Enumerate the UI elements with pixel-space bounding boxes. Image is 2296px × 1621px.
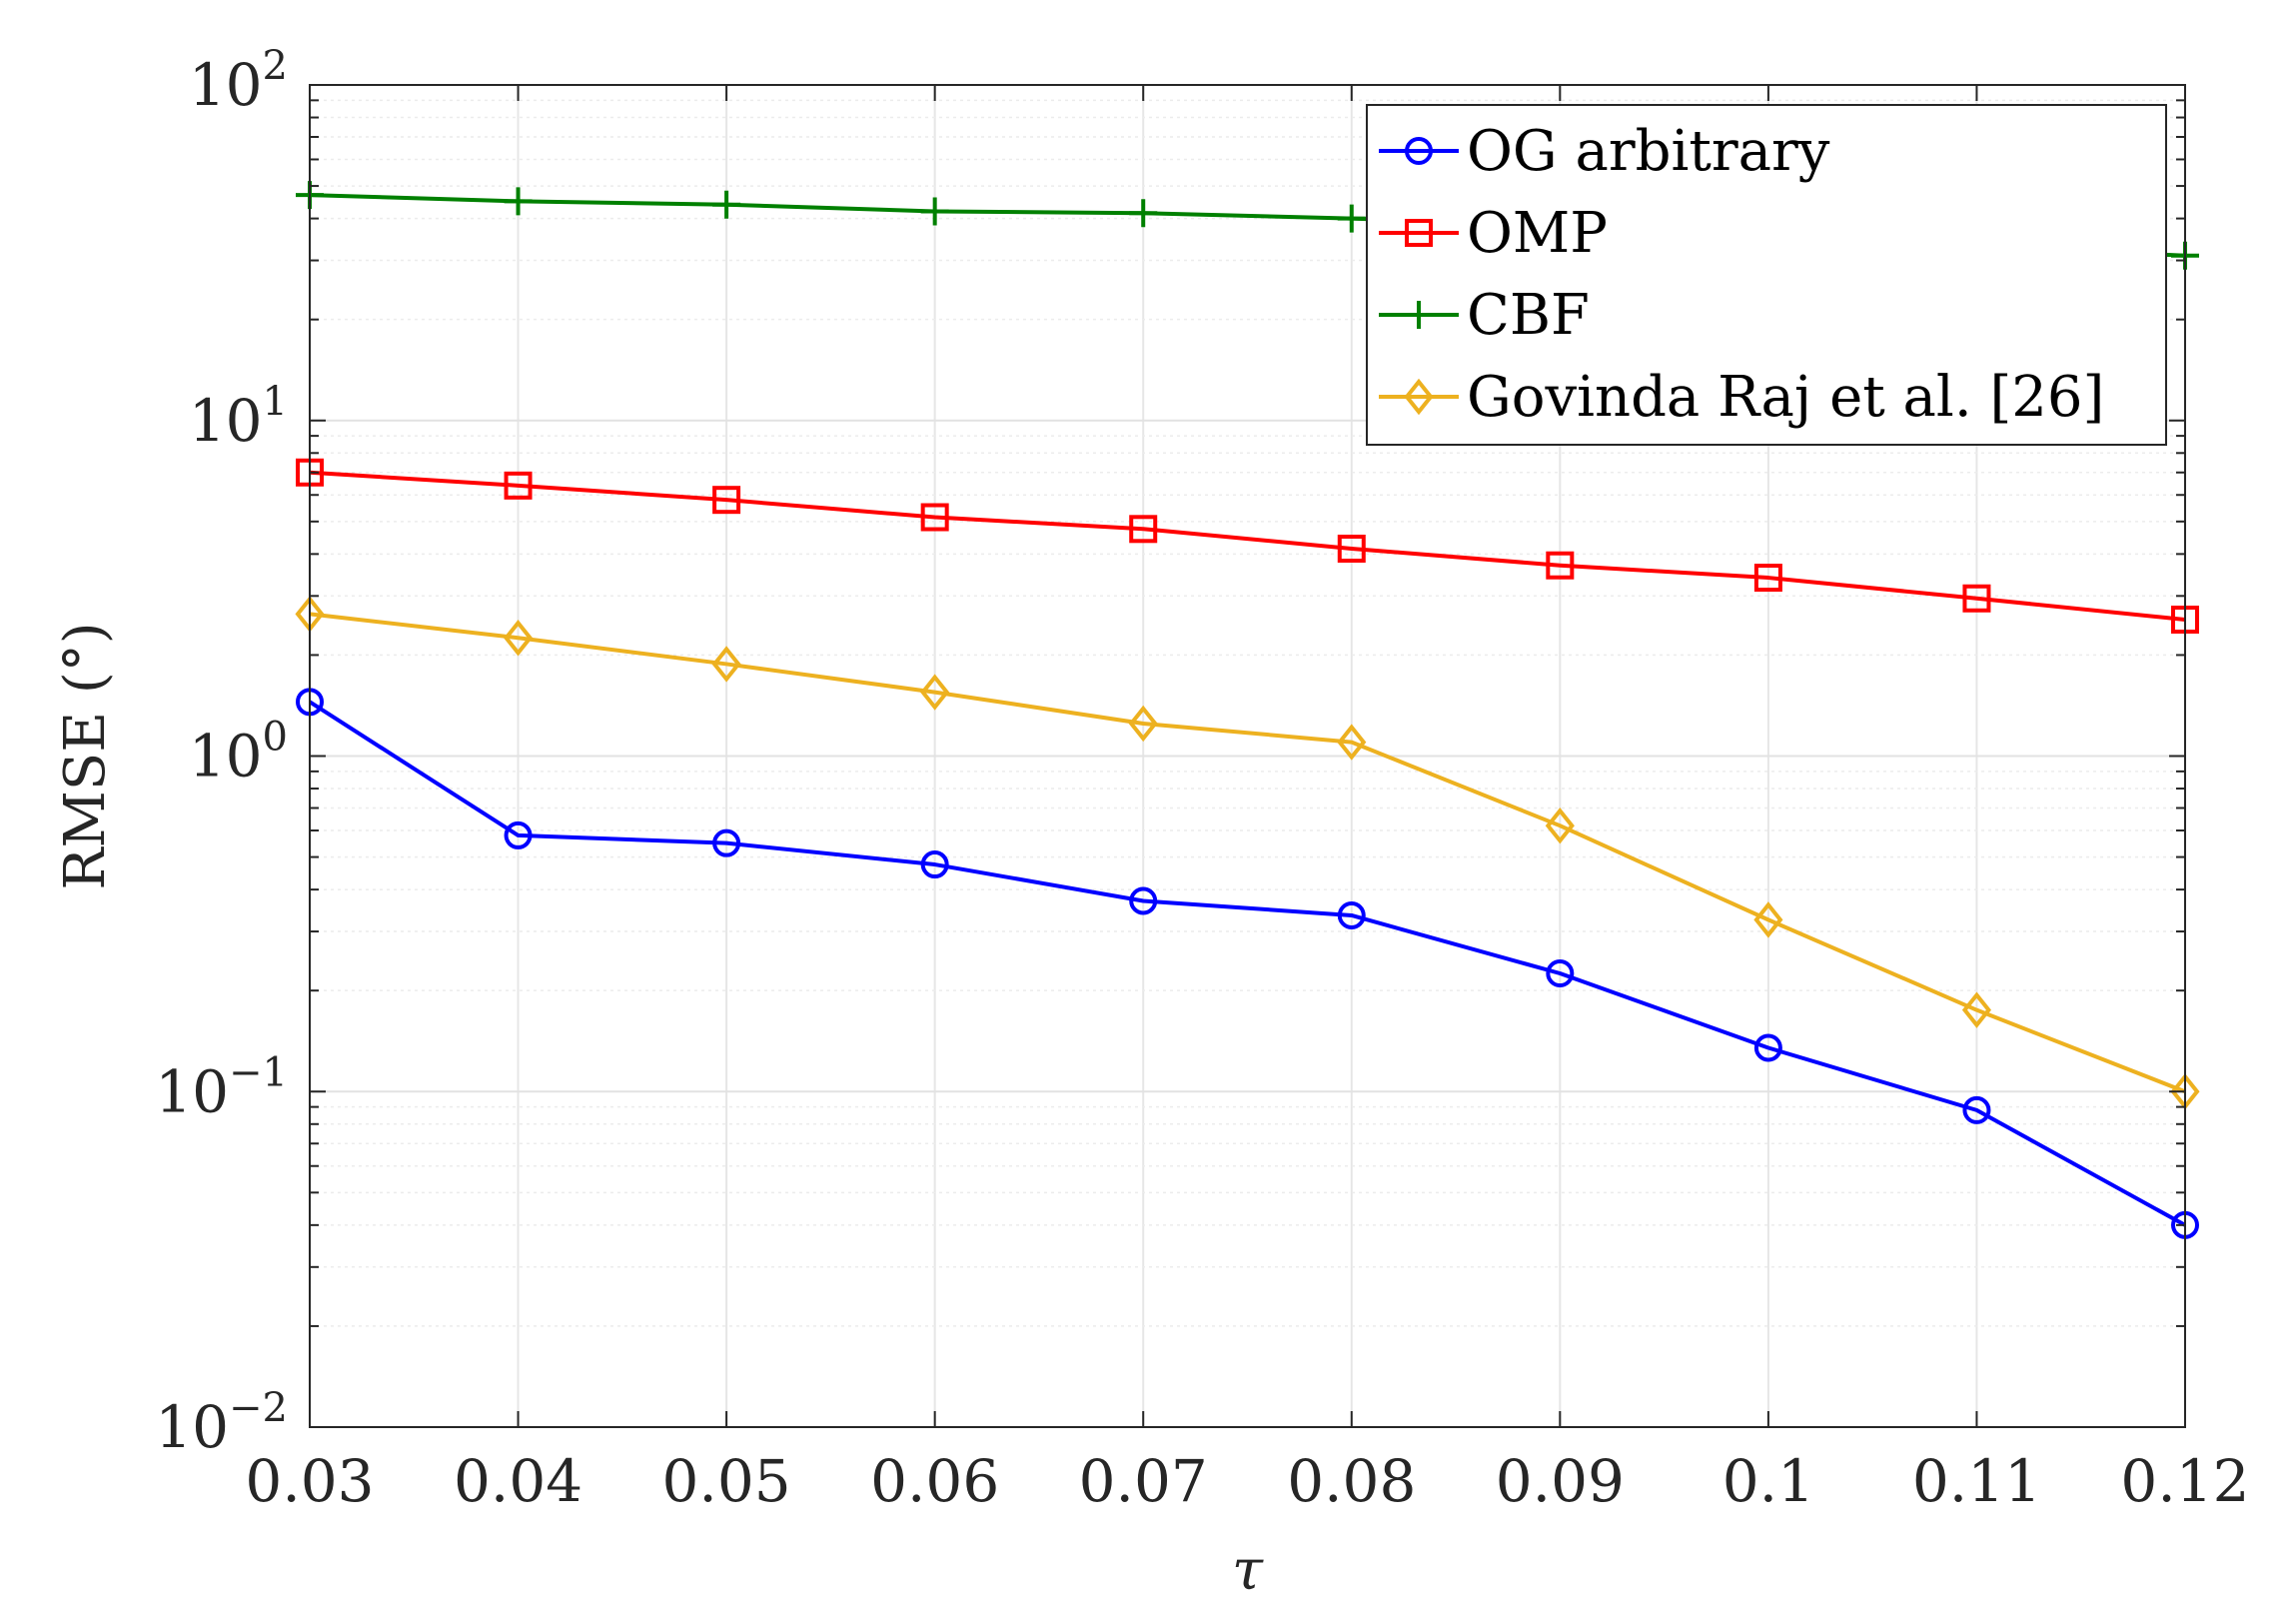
legend-box: [1366, 104, 2167, 446]
x-tick-label-1: 0.04: [454, 1447, 582, 1515]
series-3-point-2: [711, 646, 741, 683]
series-0-point-6: [1546, 959, 1575, 988]
x-tick-labels: 0.03 0.04 0.05 0.06 0.07 0.08 0.09 0.1 0.11 0.12: [245, 1447, 2249, 1515]
x-tick-label-2: 0.05: [662, 1447, 791, 1515]
x-tick-label-5: 0.08: [1287, 1447, 1416, 1515]
series-1-point-7: [1753, 564, 1782, 593]
x-tick-label-8: 0.11: [1912, 1447, 2041, 1515]
x-axis-label: τ: [1232, 1538, 1264, 1603]
series-1-point-3: [920, 503, 949, 532]
series-0-point-1: [504, 820, 533, 849]
y-tick-label-0: 10−2: [155, 1385, 288, 1461]
x-tick-label-4: 0.07: [1079, 1447, 1208, 1515]
y-tick-label-2: 100: [189, 715, 288, 791]
legend-item-3: Govinda Raj et al. [26]: [1379, 365, 2104, 430]
legend-item-0: OG arbitrary: [1379, 119, 1830, 184]
series-1-point-2: [712, 486, 741, 515]
legend-marker-2: [1405, 301, 1433, 329]
series-line-1: [309, 470, 2186, 622]
series-0-point-4: [1129, 886, 1158, 915]
legend-label-2: CBF: [1467, 283, 1590, 348]
series-3-point-5: [1337, 724, 1367, 761]
legend-marker-3: [1404, 378, 1434, 416]
series-1-point-8: [1962, 584, 1991, 613]
series-1-point-4: [1129, 515, 1158, 544]
series-3-point-8: [1961, 991, 1992, 1028]
y-tick-label-4: 102: [189, 43, 288, 119]
legend-label-0: OG arbitrary: [1467, 119, 1830, 184]
series-2-point-5: [1337, 204, 1366, 233]
legend-label-1: OMP: [1467, 201, 1608, 266]
series-0-point-8: [1962, 1095, 1991, 1124]
series-1-point-6: [1546, 551, 1575, 580]
series-3-point-1: [503, 620, 534, 657]
y-tick-label-3: 101: [189, 379, 288, 455]
x-tick-label-3: 0.06: [870, 1447, 999, 1515]
y-tick-label-1: 10−1: [155, 1049, 288, 1125]
series-3-point-3: [920, 674, 950, 711]
series-0-point-5: [1337, 900, 1366, 929]
axis-ticks: [309, 84, 2186, 1428]
x-tick-label-9: 0.12: [2120, 1447, 2249, 1515]
legend-marker-1: [1405, 219, 1433, 247]
y-axis-label: RMSE (°): [53, 622, 118, 889]
legend-item-1: OMP: [1379, 201, 1608, 266]
y-tick-labels: 10−2 10−1 100 101 102: [155, 43, 288, 1461]
legend-item-2: CBF: [1379, 283, 1590, 348]
legend-label-3: Govinda Raj et al. [26]: [1467, 365, 2104, 430]
series-3-point-4: [1128, 705, 1158, 743]
x-tick-label-6: 0.09: [1496, 1447, 1625, 1515]
series-line-3: [309, 612, 2186, 1094]
series-2-point-2: [712, 190, 741, 219]
legend: OG arbitrary OMP CBF Govinda Raj et al. [26…: [1366, 104, 2167, 446]
series-line-0: [308, 700, 2186, 1227]
x-tick-label-0: 0.03: [245, 1447, 374, 1515]
series-2-point-1: [504, 187, 533, 216]
series-0-point-3: [920, 850, 949, 879]
x-tick-label-7: 0.1: [1722, 1447, 1814, 1515]
series-1-point-5: [1337, 534, 1366, 563]
series-2-point-3: [920, 197, 949, 226]
legend-marker-0: [1405, 137, 1433, 165]
series-0-point-2: [712, 828, 741, 857]
series-3-point-7: [1753, 901, 1783, 938]
series-0-point-7: [1753, 1033, 1782, 1062]
series-1-point-1: [504, 471, 533, 500]
series-2-point-4: [1129, 199, 1158, 228]
series-3-point-6: [1545, 808, 1575, 844]
